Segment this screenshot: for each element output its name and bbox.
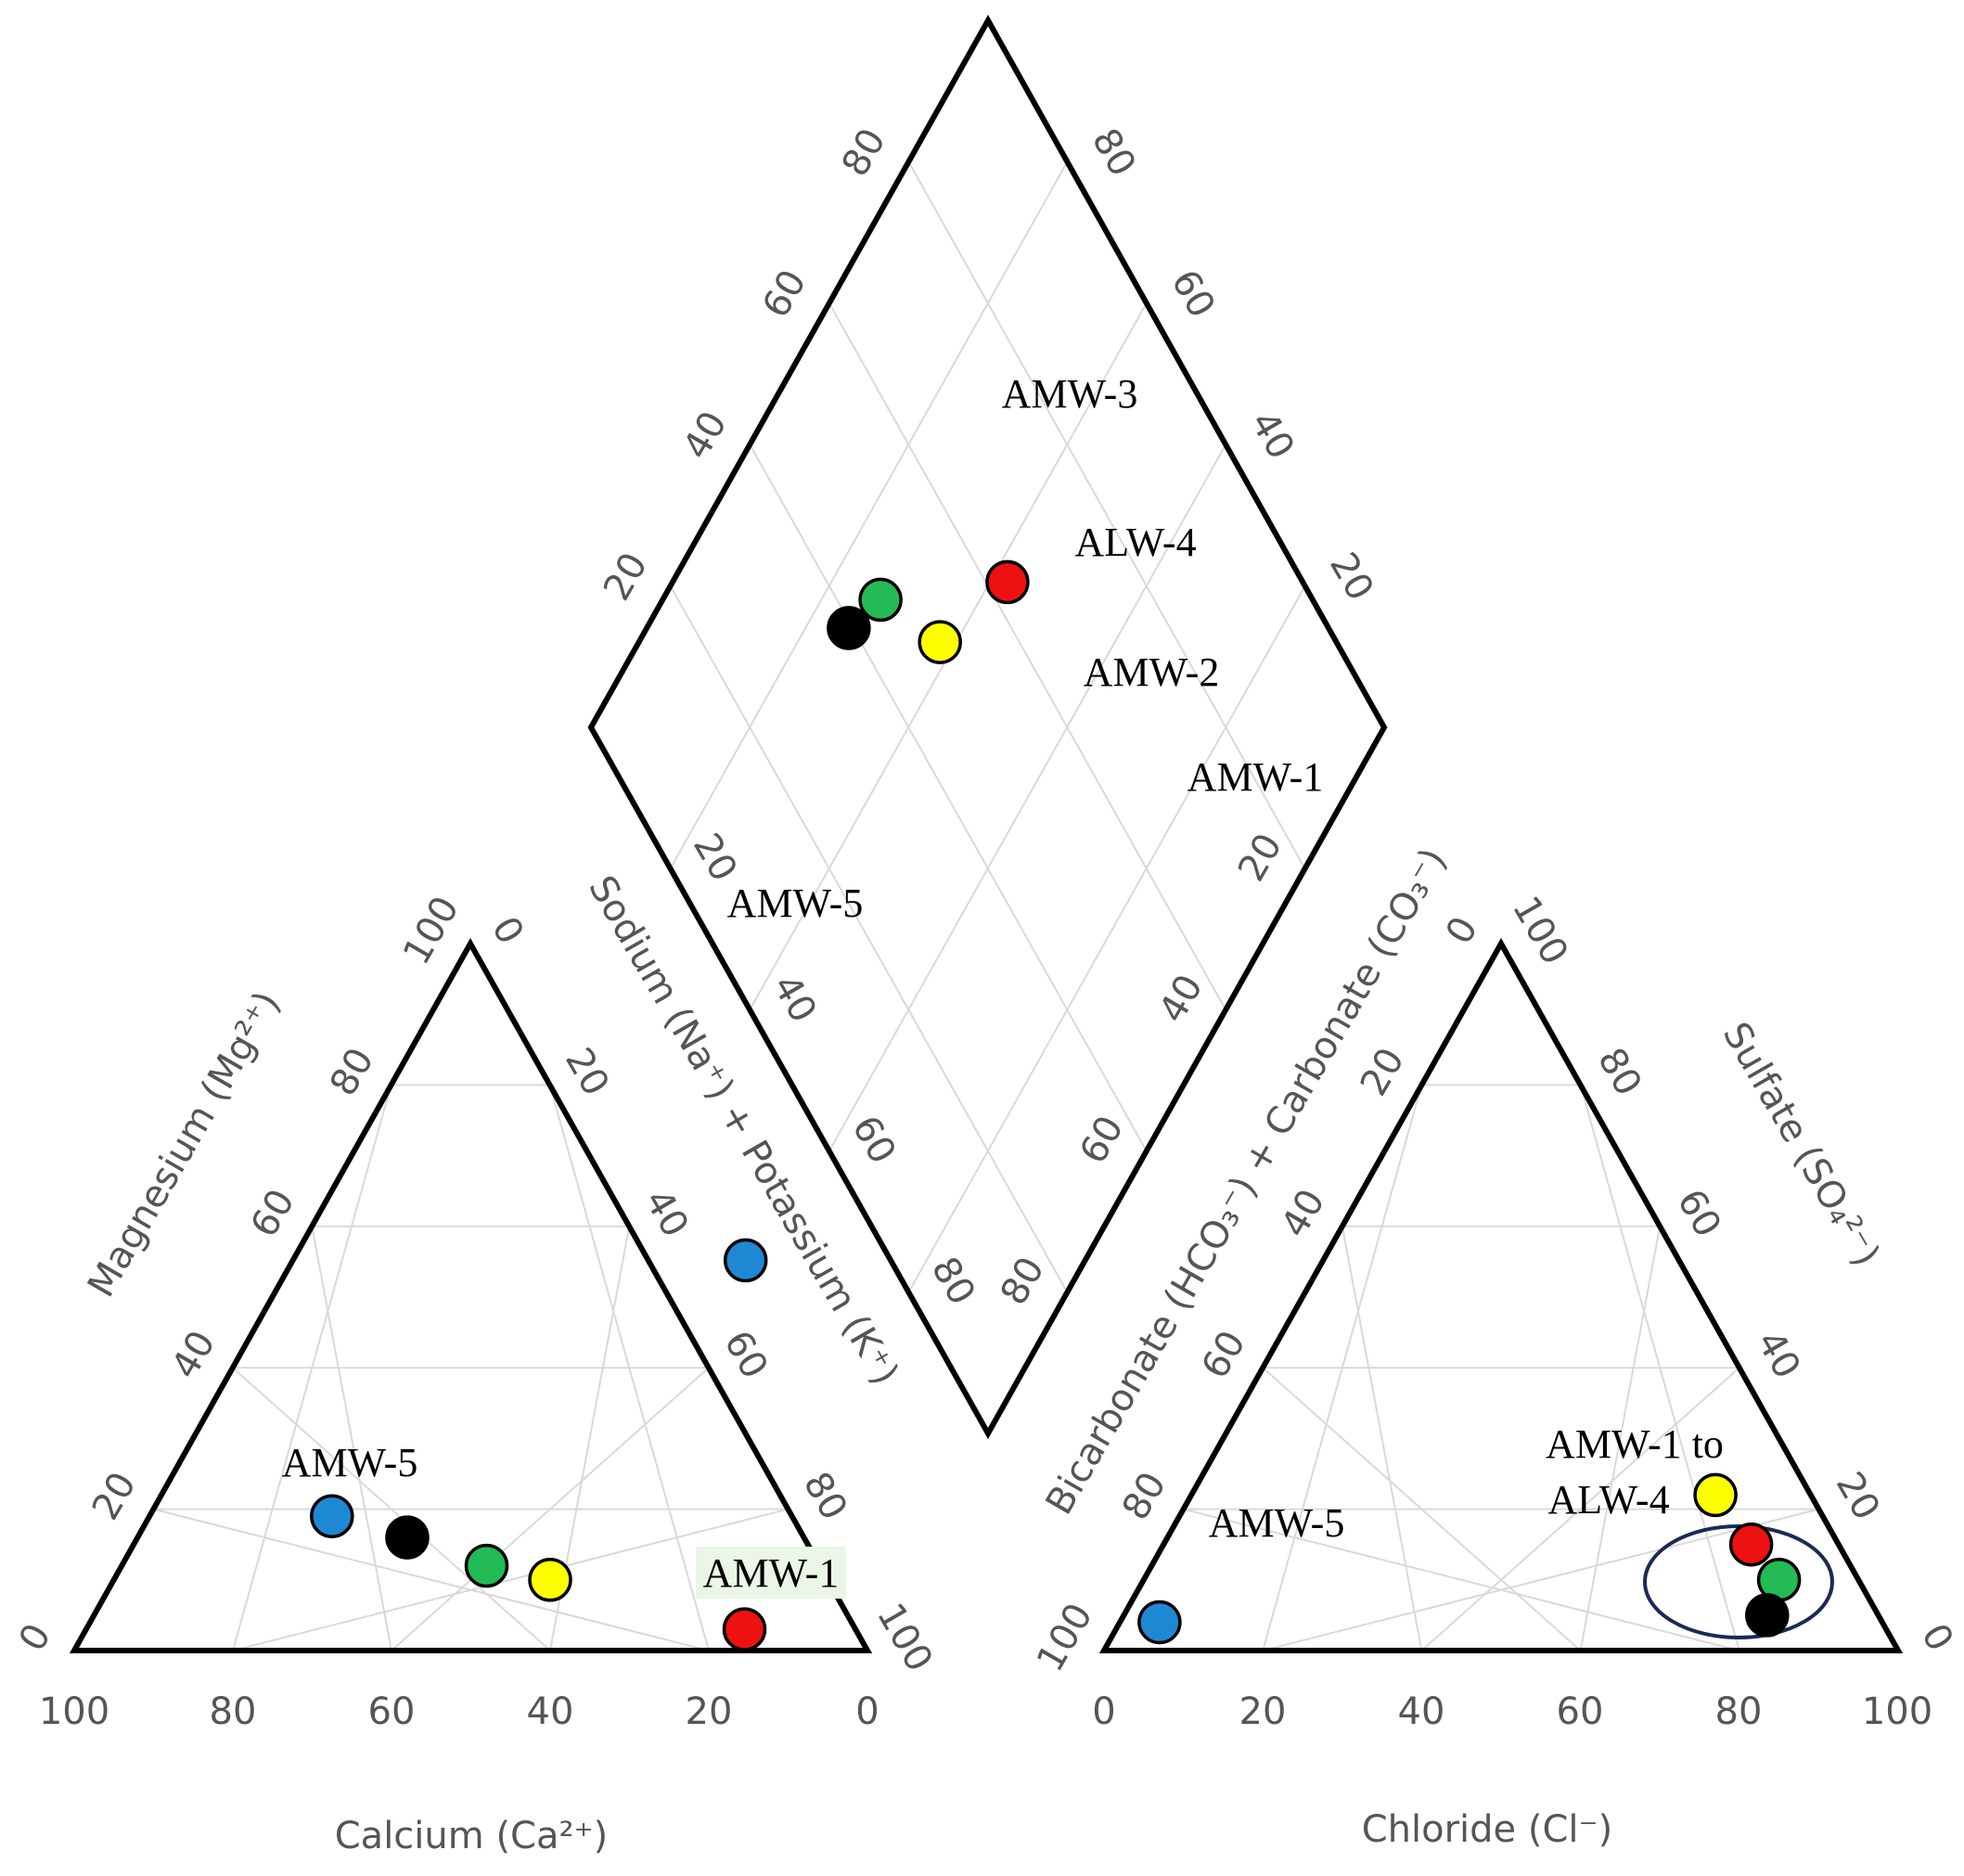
cation-grid-b-4 bbox=[548, 1085, 710, 1651]
cation-label-amw1: AMW-1 bbox=[703, 1550, 840, 1596]
cation-point-amw-5 bbox=[310, 1494, 354, 1538]
tick-anion-bottom-40: 40 bbox=[1398, 1690, 1445, 1733]
tick-cation-bottom-0: 0 bbox=[855, 1690, 879, 1733]
diamond-grid-b-3 bbox=[828, 443, 1227, 1152]
cation-grid-b-2 bbox=[391, 1367, 710, 1651]
diamond-label-alw4: ALW-4 bbox=[1074, 520, 1196, 565]
diamond-label-amw5: AMW-5 bbox=[727, 880, 864, 926]
amw1-label-highlight bbox=[696, 1547, 846, 1599]
cation-grid-a-2 bbox=[311, 1226, 392, 1651]
tick-cation-bottom-40: 40 bbox=[527, 1690, 574, 1733]
diamond-grid-a-3 bbox=[828, 302, 1227, 1010]
anion-grid-a-2 bbox=[1341, 1226, 1423, 1651]
anion-grid-a-4 bbox=[1183, 1508, 1740, 1651]
anion-group-ellipse bbox=[1643, 1524, 1834, 1639]
cation-label-amw5: AMW-5 bbox=[282, 1440, 418, 1485]
anion-point-amw-2 bbox=[1693, 1472, 1738, 1518]
cation-grid-a-4 bbox=[153, 1508, 710, 1651]
anion-group-label-line1: AMW-1 to bbox=[1546, 1421, 1724, 1467]
tick-cation-bottom-20: 20 bbox=[686, 1690, 733, 1733]
diamond-grid-b-4 bbox=[907, 585, 1306, 1293]
tick-anion-bottom-100: 100 bbox=[1862, 1690, 1932, 1733]
anion-grid-a-3 bbox=[1262, 1367, 1582, 1651]
data-points bbox=[310, 559, 1802, 1651]
tick-anion-bottom-60: 60 bbox=[1557, 1690, 1604, 1733]
diamond-point-alw-4 bbox=[858, 577, 903, 623]
tick-cation-bottom-100: 100 bbox=[39, 1690, 109, 1733]
grid-lines bbox=[153, 161, 1819, 1651]
cation-point-alw-4 bbox=[464, 1543, 509, 1588]
tick-cation-bottom-80: 80 bbox=[210, 1690, 257, 1733]
diamond-point-amw-2 bbox=[918, 620, 962, 664]
diamond-frame bbox=[587, 14, 1388, 1440]
tick-anion-bottom-20: 20 bbox=[1239, 1690, 1287, 1733]
diamond-grid-a-2 bbox=[749, 443, 1148, 1152]
anion-point-amw-5 bbox=[1137, 1600, 1182, 1645]
cation-triangle-frame bbox=[69, 937, 873, 1653]
diamond-point-amw-1 bbox=[985, 559, 1030, 605]
anion-group-label-line2: ALW-4 bbox=[1547, 1477, 1669, 1523]
cation-grid-a-3 bbox=[232, 1367, 551, 1651]
diamond-grid-a-1 bbox=[669, 585, 1069, 1293]
diamond-point-amw-3 bbox=[827, 606, 871, 650]
anion-grid-b-1 bbox=[1262, 1508, 1819, 1651]
cation-point-amw-1 bbox=[722, 1607, 767, 1651]
diamond-label-amw1: AMW-1 bbox=[1187, 754, 1324, 800]
diamond-grid-a-4 bbox=[907, 161, 1306, 869]
anion-triangle-frame bbox=[1098, 937, 1904, 1653]
cation-point-amw-2 bbox=[528, 1558, 572, 1602]
anion-grid-b-4 bbox=[1579, 1085, 1740, 1651]
calcium-axis-title: Calcium (Ca²⁺) bbox=[335, 1815, 609, 1857]
cation-point-amw-3 bbox=[385, 1515, 430, 1560]
anion-grid-b-2 bbox=[1420, 1367, 1740, 1651]
diamond-point-amw-5 bbox=[723, 1238, 768, 1283]
chloride-axis-title: Chloride (Cl⁻) bbox=[1362, 1808, 1613, 1851]
anion-point-amw-3 bbox=[1745, 1593, 1790, 1638]
anion-grid-b-3 bbox=[1579, 1226, 1662, 1651]
tick-anion-bottom-0: 0 bbox=[1092, 1690, 1115, 1733]
diamond-label-amw2: AMW-2 bbox=[1084, 649, 1220, 695]
tick-cation-bottom-60: 60 bbox=[368, 1690, 416, 1733]
diamond-label-amw3: AMW-3 bbox=[1002, 371, 1138, 417]
anion-label-amw5: AMW-5 bbox=[1209, 1500, 1345, 1546]
tick-anion-bottom-80: 80 bbox=[1715, 1690, 1763, 1733]
anion-point-amw-1 bbox=[1728, 1522, 1774, 1567]
cation-grid-b-1 bbox=[232, 1508, 789, 1651]
diamond-grid-b-1 bbox=[669, 161, 1069, 869]
